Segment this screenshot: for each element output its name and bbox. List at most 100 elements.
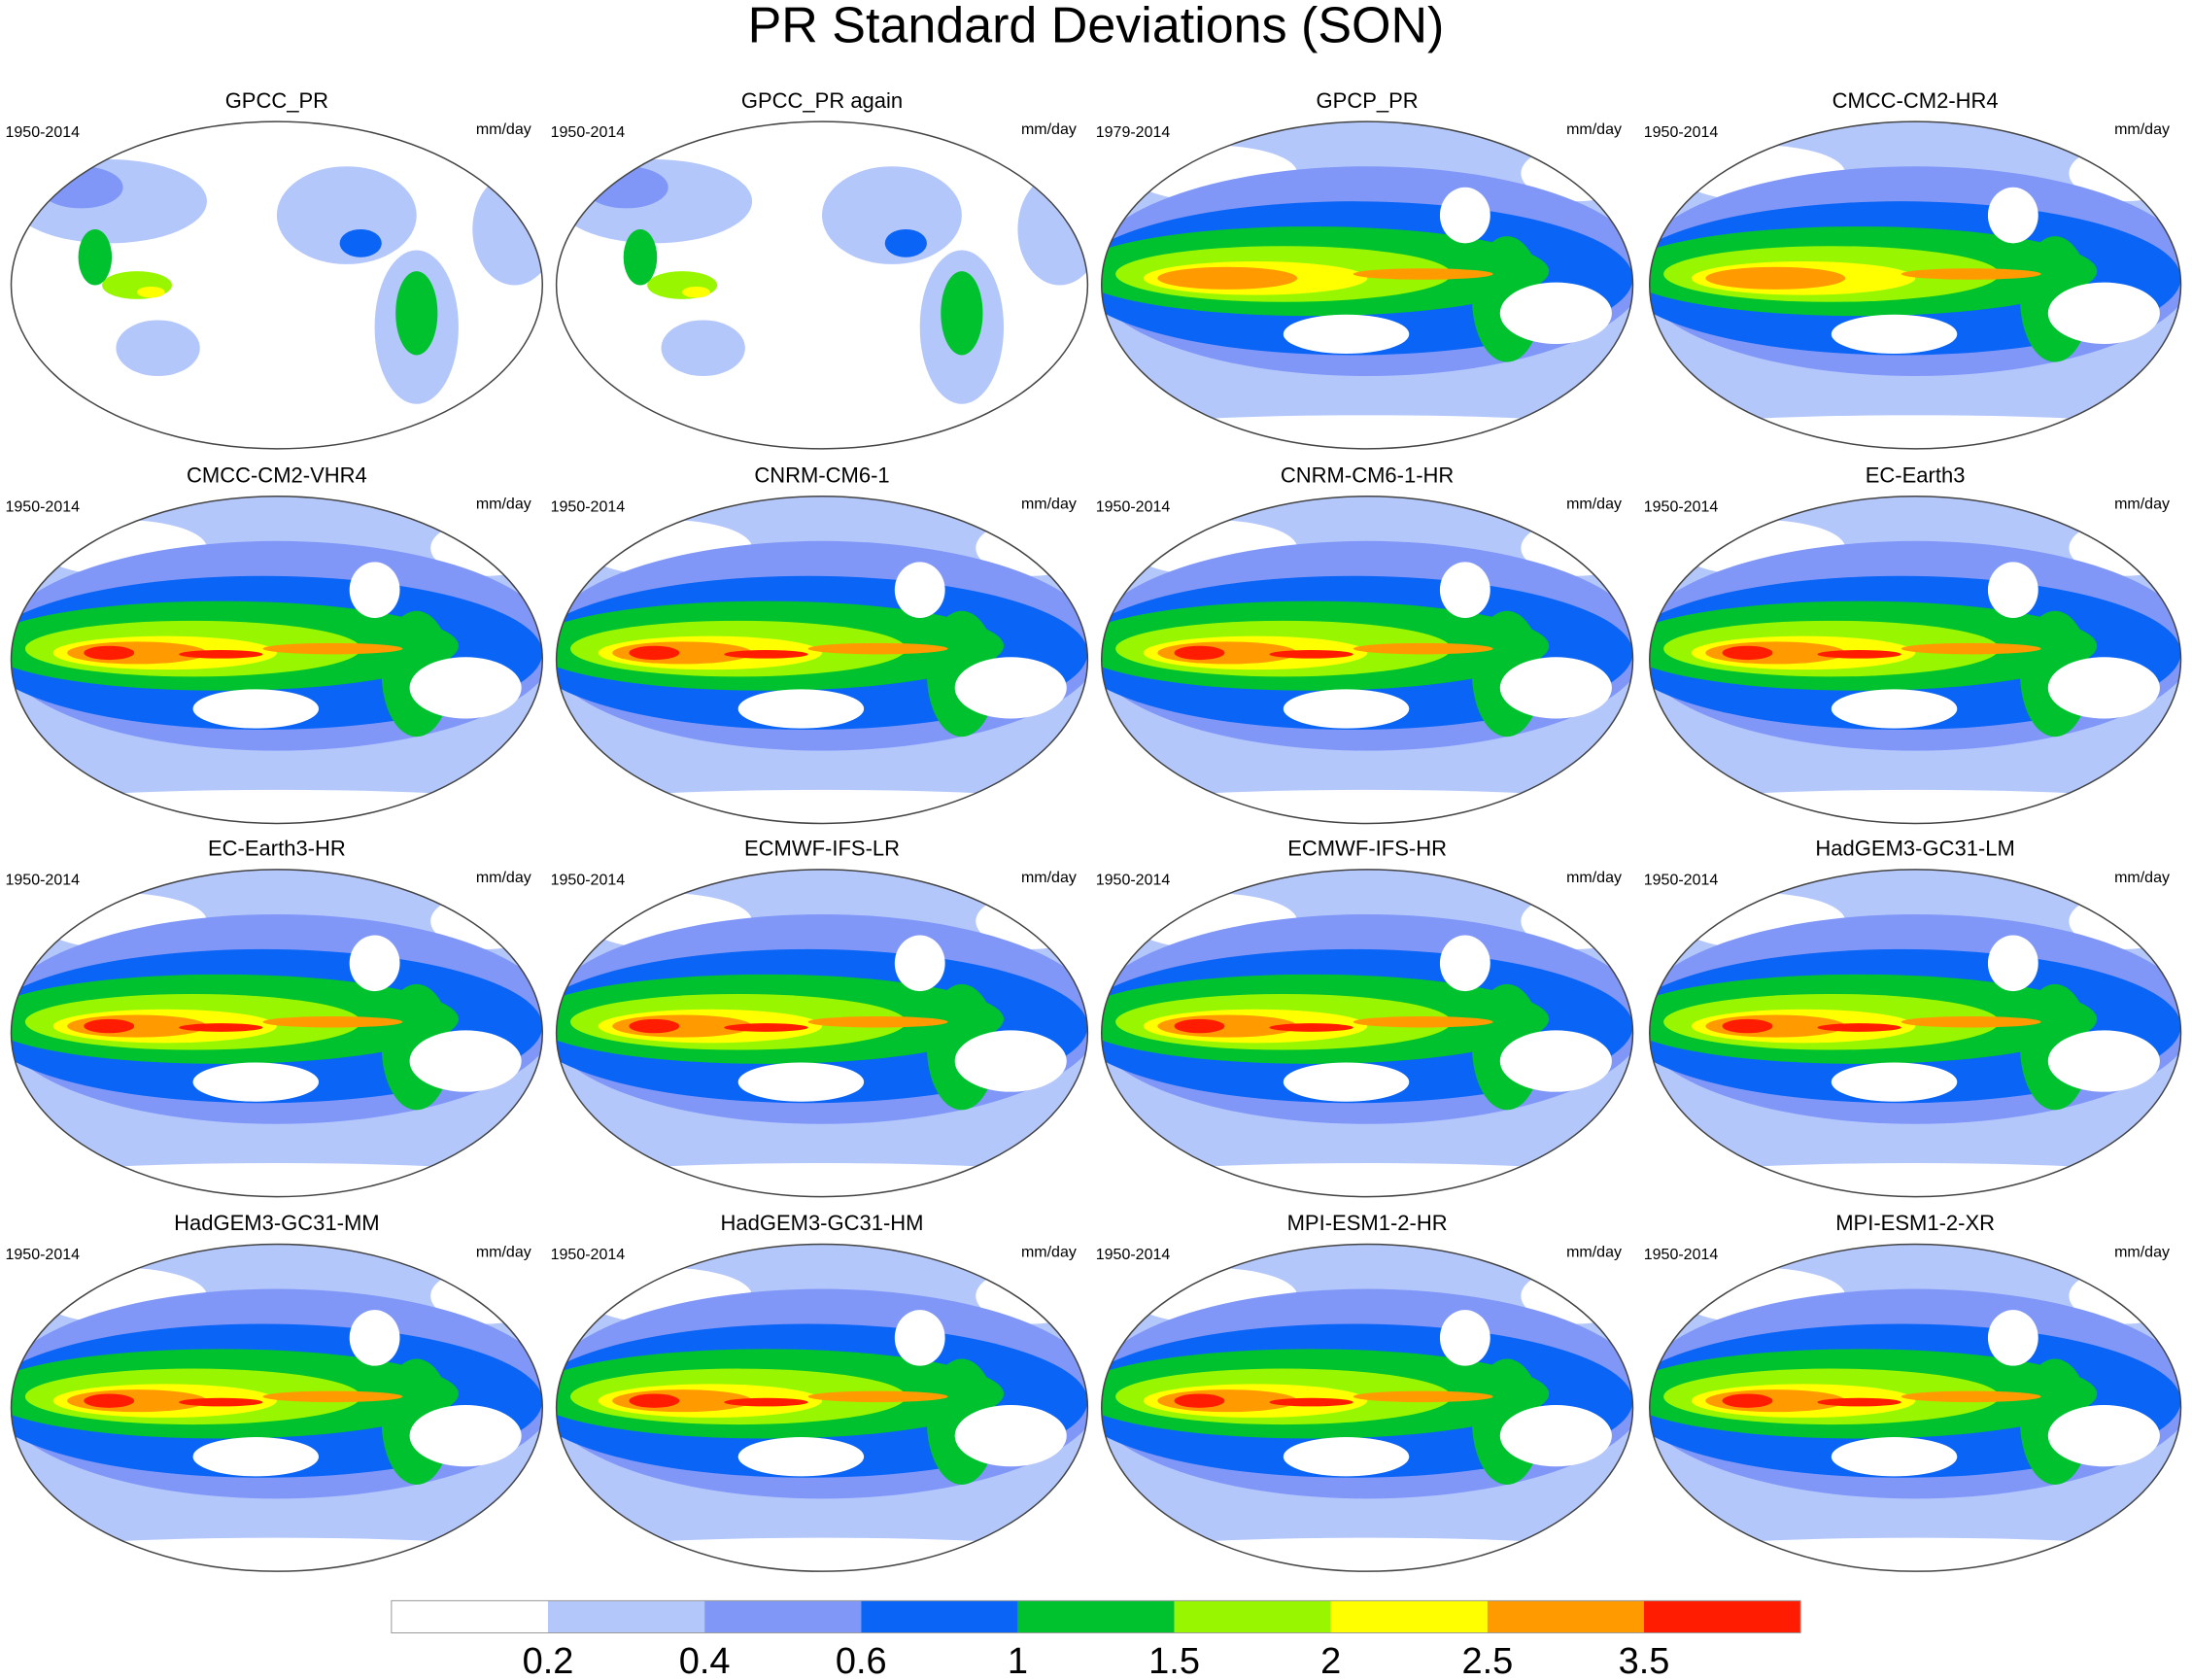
- map-field: [11, 121, 543, 449]
- field-patch: [1817, 1397, 1901, 1407]
- field-patch: [1269, 650, 1353, 659]
- field-patch: [1649, 789, 2181, 824]
- panel-period: 1950-2014: [1096, 498, 1171, 515]
- field-patch: [807, 1390, 948, 1403]
- panel-period: 1950-2014: [551, 873, 626, 889]
- panel-title: EC-Earth3: [1866, 463, 1966, 487]
- field-patch: [807, 1015, 948, 1028]
- map-outline: [10, 496, 543, 825]
- panel-title: CNRM-CM6-1: [754, 463, 889, 487]
- map-outline: [10, 869, 543, 1198]
- panel-period: 1950-2014: [551, 124, 626, 141]
- map-panel: HadGEM3-GC31-MM 1950-2014 mm/day: [6, 1211, 543, 1572]
- field-patch: [1901, 1390, 2041, 1403]
- map-panel: HadGEM3-GC31-LM 1950-2014 mm/day: [1644, 837, 2182, 1198]
- map-panel: CNRM-CM6-1-HR 1950-2014 mm/day: [1096, 463, 1634, 825]
- colorbar-box: [391, 1600, 548, 1633]
- map-panel: EC-Earth3 1950-2014 mm/day: [1644, 463, 2182, 825]
- panel-period: 1979-2014: [1096, 124, 1171, 141]
- field-patch: [941, 271, 983, 356]
- field-patch: [2047, 1030, 2160, 1092]
- field-patch: [884, 228, 927, 257]
- field-patch: [2047, 282, 2160, 344]
- field-patch: [1174, 1393, 1225, 1408]
- map-field: [1649, 869, 2181, 1197]
- colorbar-label: 0.4: [679, 1641, 731, 1680]
- field-patch: [84, 645, 135, 661]
- field-patch: [262, 642, 403, 655]
- panel-period: 1950-2014: [1644, 498, 1719, 515]
- field-patch: [1353, 642, 1493, 655]
- panel-units: mm/day: [1566, 121, 1622, 138]
- map-outline: [555, 1243, 1089, 1572]
- panel-units: mm/day: [1021, 497, 1077, 513]
- field-patch: [556, 789, 1088, 824]
- field-patch: [1831, 1062, 1958, 1102]
- field-patch: [1987, 187, 2038, 244]
- map-field: [11, 1244, 543, 1572]
- panel-period: 1950-2014: [6, 1247, 81, 1263]
- panel-period: 1950-2014: [1644, 1247, 1719, 1263]
- map-outline: [1649, 1243, 2182, 1572]
- field-patch: [629, 1018, 680, 1034]
- field-patch: [1901, 1015, 2041, 1028]
- panel-units: mm/day: [1566, 1244, 1622, 1260]
- colorbar: 0.2 0.4 0.6 1 1.5 2 2.5 3.5: [391, 1599, 1801, 1680]
- field-patch: [556, 1537, 1088, 1572]
- field-patch: [11, 1537, 543, 1572]
- field-patch: [1353, 1015, 1493, 1028]
- field-patch: [409, 1404, 522, 1467]
- field-patch: [954, 1030, 1067, 1092]
- field-patch: [682, 286, 710, 298]
- map-panel: GPCC_PR again 1950-2014 mm/day: [551, 88, 1089, 450]
- map-panel: ECMWF-IFS-HR 1950-2014 mm/day: [1096, 837, 1634, 1198]
- field-patch: [584, 166, 668, 209]
- field-patch: [1439, 562, 1490, 618]
- field-patch: [84, 1018, 135, 1034]
- field-patch: [1283, 314, 1410, 355]
- field-patch: [409, 1030, 522, 1092]
- colorbar-box: [1017, 1600, 1175, 1633]
- field-patch: [1439, 935, 1490, 992]
- map-panel: MPI-ESM1-2-HR 1950-2014 mm/day: [1096, 1211, 1634, 1572]
- field-patch: [1901, 268, 2041, 280]
- field-patch: [137, 286, 165, 298]
- map-field: [11, 496, 543, 824]
- map-outline: [1649, 869, 2182, 1198]
- figure-title: PR Standard Deviations (SON): [748, 0, 1445, 54]
- field-patch: [39, 166, 123, 209]
- panel-period: 1950-2014: [1644, 873, 1719, 889]
- field-patch: [192, 1437, 320, 1477]
- field-patch: [623, 228, 658, 286]
- field-patch: [1817, 650, 1901, 659]
- panel-period: 1950-2014: [1096, 873, 1171, 889]
- field-patch: [179, 1023, 263, 1032]
- panel-title: HadGEM3-GC31-MM: [174, 1211, 379, 1235]
- field-patch: [1439, 1310, 1490, 1366]
- panel-units: mm/day: [1566, 870, 1622, 886]
- colorbar-box: [1644, 1600, 1801, 1633]
- panel-title: CNRM-CM6-1-HR: [1281, 463, 1454, 487]
- map-field: [556, 121, 1088, 449]
- field-patch: [954, 1404, 1067, 1467]
- field-patch: [262, 1390, 403, 1403]
- map-panel: ECMWF-IFS-LR 1950-2014 mm/day: [551, 837, 1089, 1198]
- field-patch: [1101, 1163, 1633, 1197]
- field-patch: [1987, 1310, 2038, 1366]
- field-patch: [1499, 1404, 1612, 1467]
- panel-period: 1950-2014: [1644, 124, 1719, 141]
- panel-title: ECMWF-IFS-LR: [744, 837, 900, 861]
- panel-units: mm/day: [1021, 870, 1077, 886]
- map-field: [1649, 496, 2181, 824]
- map-outline: [1101, 496, 1634, 825]
- field-patch: [629, 1393, 680, 1408]
- panel-title: GPCP_PR: [1317, 88, 1419, 113]
- field-patch: [1269, 1397, 1353, 1407]
- field-patch: [84, 1393, 135, 1408]
- panel-title: EC-Earth3-HR: [208, 837, 346, 861]
- map-outline: [10, 1243, 543, 1572]
- field-patch: [1353, 268, 1493, 280]
- map-panel: CMCC-CM2-VHR4 1950-2014 mm/day: [6, 463, 543, 825]
- panel-units: mm/day: [2114, 870, 2170, 886]
- panel-period: 1950-2014: [551, 498, 626, 515]
